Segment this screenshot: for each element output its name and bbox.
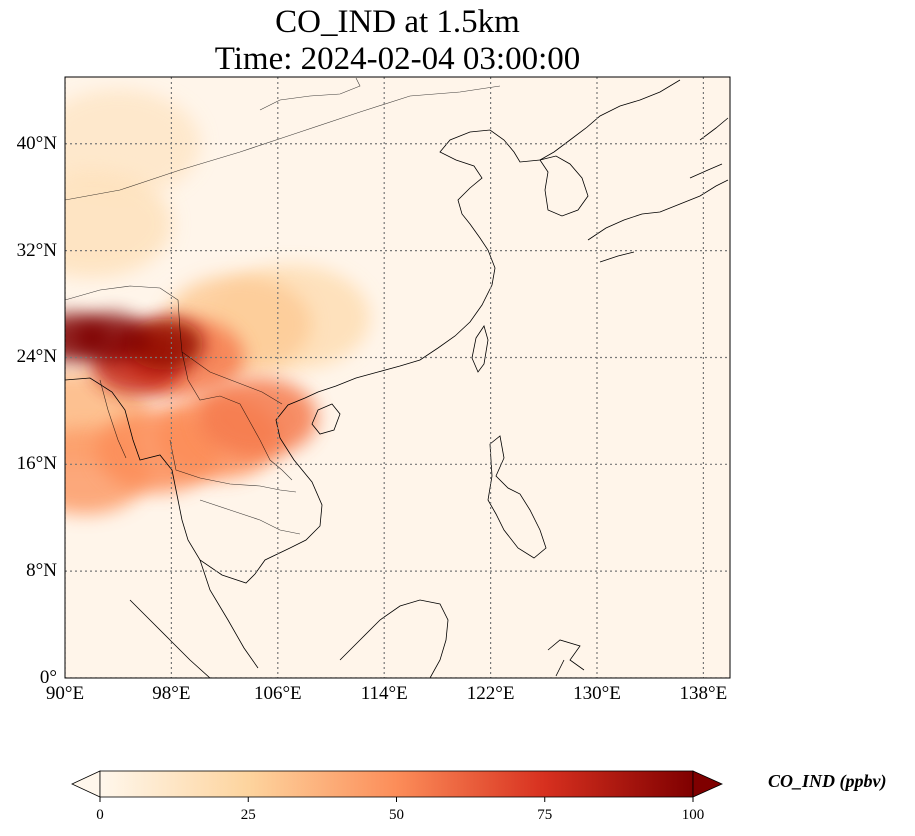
coastline-japan: [587, 117, 729, 263]
coastline-sumatra-malaysia: [129, 559, 259, 678]
colorbar-tick-label-2: 50: [389, 807, 404, 823]
concentration-blob-9: [198, 377, 318, 458]
lon-tick-label-3: 114°E: [360, 683, 408, 704]
coastline-philippines: [487, 435, 547, 559]
colorbar-tick-label-0: 0: [96, 807, 104, 823]
lon-tick-label-1: 98°E: [152, 683, 191, 704]
lat-tick-label-3: 24°N: [16, 346, 57, 368]
lat-tick-label-1: 8°N: [26, 560, 57, 582]
lat-tick-label-4: 32°N: [16, 239, 57, 261]
colorbar-extend-min: [71, 770, 101, 798]
colorbar-extend-max: [692, 770, 723, 798]
concentration-blob-1: [65, 170, 173, 278]
lat-tick-label-2: 16°N: [16, 453, 57, 475]
map-title: CO_IND at 1.5km: [275, 4, 520, 40]
lat-tick-label-5: 40°N: [16, 132, 57, 154]
map-frame: [64, 76, 731, 679]
concentration-blob-7: [95, 409, 221, 493]
coastline-mainland: [65, 79, 681, 584]
lat-tick-label-0: 0°: [39, 667, 57, 688]
colorbar: [71, 770, 723, 802]
concentration-blob-13: [65, 313, 108, 362]
colorbar-gradient: [99, 770, 694, 798]
colorbar-tick-label-1: 25: [240, 807, 256, 823]
concentration-field: [65, 88, 371, 515]
colorbar-tick-label-3: 75: [537, 807, 553, 823]
coastline-korea: [539, 155, 589, 217]
graticule: [65, 77, 730, 678]
lon-tick-label-5: 130°E: [573, 683, 621, 704]
coastlines: [65, 79, 729, 678]
map-subtitle: Time: 2024-02-04 03:00:00: [214, 41, 581, 77]
coastline-borneo: [339, 599, 449, 678]
colorbar-tick-label-4: 100: [681, 807, 705, 823]
borders: [65, 77, 501, 535]
colorbar-tick-marks: [99, 797, 694, 802]
lon-tick-label-6: 138°E: [679, 683, 728, 704]
lon-tick-label-4: 122°E: [466, 683, 515, 704]
lon-tick-label-2: 106°E: [253, 683, 302, 704]
coastline-hainan: [311, 403, 341, 435]
lon-tick-label-0: 90°E: [45, 683, 85, 704]
coastline-sulawesi: [547, 639, 585, 677]
colorbar-label: CO_IND (ppbv): [768, 771, 887, 791]
